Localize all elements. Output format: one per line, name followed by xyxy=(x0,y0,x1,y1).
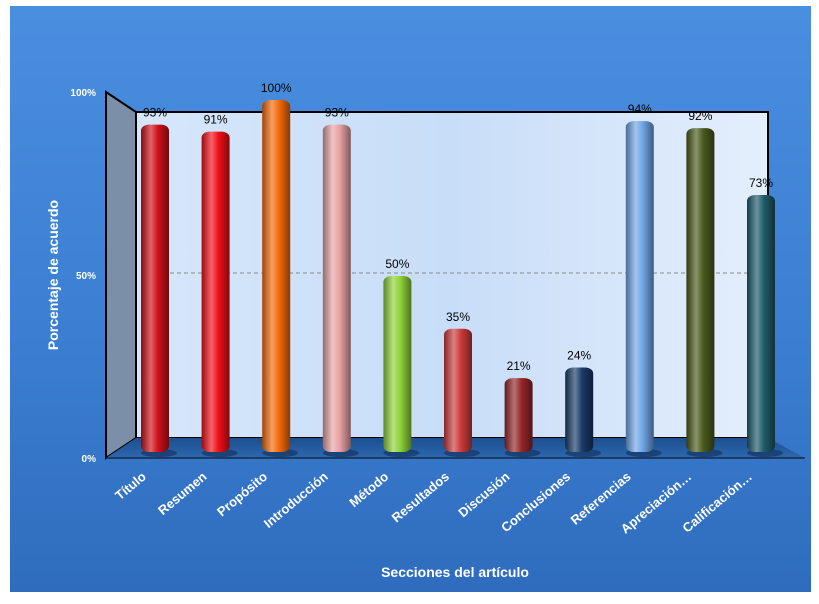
y-tick-label: 100% xyxy=(70,88,96,99)
value-label: 94% xyxy=(628,102,652,116)
bar xyxy=(322,124,351,452)
left-wall xyxy=(105,90,137,460)
value-label: 92% xyxy=(688,109,712,123)
y-tick-label: 50% xyxy=(76,271,96,282)
value-label: 35% xyxy=(446,310,470,324)
value-label: 73% xyxy=(749,176,773,190)
y-tick-label: 0% xyxy=(82,454,97,465)
bars-group xyxy=(141,100,783,457)
value-label: 91% xyxy=(204,113,228,127)
x-axis-title: Secciones del artículo xyxy=(381,564,529,580)
value-label: 21% xyxy=(507,359,531,373)
value-label: 93% xyxy=(143,106,167,120)
bar xyxy=(444,328,472,452)
bar xyxy=(504,378,533,452)
value-label: 100% xyxy=(261,81,292,95)
bar xyxy=(625,121,654,453)
value-label: 50% xyxy=(385,257,409,271)
bar xyxy=(747,195,775,453)
y-axis: 0% 50% 100% xyxy=(70,88,96,465)
bar xyxy=(262,100,291,452)
bar xyxy=(201,131,230,452)
bar xyxy=(383,276,412,452)
value-label: 24% xyxy=(567,349,591,363)
bar xyxy=(565,367,594,452)
value-label: 93% xyxy=(325,106,349,120)
y-axis-title: Porcentaje de acuerdo xyxy=(45,200,61,350)
bar xyxy=(141,124,169,452)
back-wall xyxy=(135,111,769,439)
value-labels-group: 93% 91% 100% 93% 50% 35% 21% 24% 94% 92% 73% xyxy=(143,81,773,373)
bar xyxy=(686,128,715,452)
